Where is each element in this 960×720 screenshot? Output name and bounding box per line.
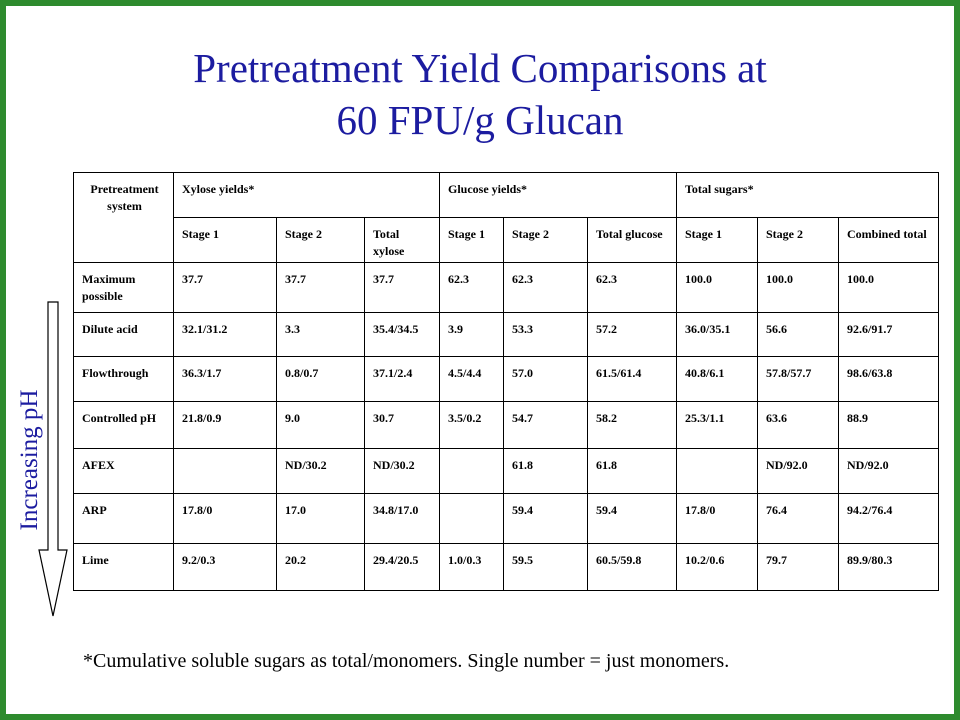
data-cell (676, 448, 758, 494)
data-cell: 57.8/57.7 (757, 356, 839, 402)
data-cell: 36.3/1.7 (173, 356, 277, 402)
subheader-cell: Stage 1 (439, 217, 504, 263)
table-row: Maximum possible 37.7 37.7 37.7 62.3 62.3 62.3… (73, 262, 939, 313)
row-label: ARP (73, 493, 174, 544)
data-cell: 100.0 (757, 262, 839, 313)
table-row: Dilute acid 32.1/31.2 3.3 35.4/34.5 3.9 53.3 5… (73, 312, 939, 357)
data-cell: 60.5/59.8 (587, 543, 677, 591)
data-cell: 62.3 (587, 262, 677, 313)
data-cell: 3.9 (439, 312, 504, 357)
data-cell: 63.6 (757, 401, 839, 449)
data-cell: 20.2 (276, 543, 365, 591)
data-cell: 100.0 (838, 262, 939, 313)
subheader-cell: Stage 2 (276, 217, 365, 263)
data-cell: 58.2 (587, 401, 677, 449)
data-cell: 59.5 (503, 543, 588, 591)
row-label: AFEX (73, 448, 174, 494)
data-cell: 37.7 (364, 262, 440, 313)
data-cell (439, 493, 504, 544)
data-cell: 34.8/17.0 (364, 493, 440, 544)
data-cell: 17.0 (276, 493, 365, 544)
data-cell: 62.3 (439, 262, 504, 313)
data-cell: 94.2/76.4 (838, 493, 939, 544)
data-cell: 92.6/91.7 (838, 312, 939, 357)
data-cell: 0.8/0.7 (276, 356, 365, 402)
subheader-cell: Stage 2 (757, 217, 839, 263)
row-label: Dilute acid (73, 312, 174, 357)
data-cell: 37.7 (276, 262, 365, 313)
table-row: ARP 17.8/0 17.0 34.8/17.0 59.4 59.4 17.8/0 76.4… (73, 493, 939, 544)
row-label: Controlled pH (73, 401, 174, 449)
header-cell: Pretreatment system (73, 172, 174, 263)
data-cell: ND/92.0 (838, 448, 939, 494)
title-line: Pretreatment Yield Comparisons at (193, 45, 767, 91)
subheader-cell: Combined total (838, 217, 939, 263)
row-label: Flowthrough (73, 356, 174, 402)
data-cell: 35.4/34.5 (364, 312, 440, 357)
data-cell: 4.5/4.4 (439, 356, 504, 402)
table-row: Stage 1 Stage 2 Total xylose Stage 1 Stage 2… (74, 217, 939, 263)
data-cell: 9.0 (276, 401, 365, 449)
subheader-cell: Stage 1 (173, 217, 277, 263)
data-cell: 59.4 (587, 493, 677, 544)
subheader-cell: Total glucose (587, 217, 677, 263)
data-cell: 76.4 (757, 493, 839, 544)
data-cell: 53.3 (503, 312, 588, 357)
data-cell: 100.0 (676, 262, 758, 313)
data-cell: 40.8/6.1 (676, 356, 758, 402)
data-cell: 3.5/0.2 (439, 401, 504, 449)
data-cell: 30.7 (364, 401, 440, 449)
data-cell: 61.5/61.4 (587, 356, 677, 402)
data-cell: 10.2/0.6 (676, 543, 758, 591)
subheader-cell: Stage 2 (503, 217, 588, 263)
data-cell: 36.0/35.1 (676, 312, 758, 357)
data-cell: 61.8 (587, 448, 677, 494)
data-cell: 88.9 (838, 401, 939, 449)
data-cell (439, 448, 504, 494)
table-row: Flowthrough 36.3/1.7 0.8/0.7 37.1/2.4 4.5/4.… (73, 356, 939, 402)
data-cell: 21.8/0.9 (173, 401, 277, 449)
row-label: Lime (73, 543, 174, 591)
header-cell: Xylose yields* (173, 172, 440, 218)
data-cell: 61.8 (503, 448, 588, 494)
subheader-cell: Stage 1 (676, 217, 758, 263)
data-cell: 57.0 (503, 356, 588, 402)
data-cell: 3.3 (276, 312, 365, 357)
footnote: *Cumulative soluble sugars as total/mono… (83, 650, 730, 672)
data-cell: ND/92.0 (757, 448, 839, 494)
data-cell (173, 448, 277, 494)
data-cell: 98.6/63.8 (838, 356, 939, 402)
subheader-cell: Total xylose (364, 217, 440, 263)
data-cell: 62.3 (503, 262, 588, 313)
data-cell: 37.1/2.4 (364, 356, 440, 402)
data-cell: 57.2 (587, 312, 677, 357)
data-cell: 17.8/0 (676, 493, 758, 544)
data-cell: 25.3/1.1 (676, 401, 758, 449)
down-arrow (38, 301, 68, 617)
data-cell: 32.1/31.2 (173, 312, 277, 357)
table-row: AFEX ND/30.2 ND/30.2 61.8 61.8 ND/92.0 ND/92.0 (73, 448, 939, 494)
data-cell: 89.9/80.3 (838, 543, 939, 591)
header-cell: Glucose yields* (439, 172, 677, 218)
data-cell: 17.8/0 (173, 493, 277, 544)
row-label: Maximum possible (73, 262, 174, 313)
data-cell: ND/30.2 (276, 448, 365, 494)
data-cell: 29.4/20.5 (364, 543, 440, 591)
data-cell: 56.6 (757, 312, 839, 357)
data-cell: 79.7 (757, 543, 839, 591)
title-line: 60 FPU/g Glucan (336, 97, 624, 143)
data-cell: 54.7 (503, 401, 588, 449)
data-cell: 59.4 (503, 493, 588, 544)
data-cell: 9.2/0.3 (173, 543, 277, 591)
table-row: Lime 9.2/0.3 20.2 29.4/20.5 1.0/0.3 59.5 60.5/… (73, 543, 939, 591)
yield-table: Pretreatment system Xylose yields* Glucose… (73, 172, 939, 591)
table-row: Controlled pH 21.8/0.9 9.0 30.7 3.5/0.2 54.7 5… (73, 401, 939, 449)
data-cell: 1.0/0.3 (439, 543, 504, 591)
data-cell: 37.7 (173, 262, 277, 313)
data-cell: ND/30.2 (364, 448, 440, 494)
header-cell: Total sugars* (676, 172, 939, 218)
table-row: Pretreatment system Xylose yields* Glucose… (73, 172, 939, 263)
